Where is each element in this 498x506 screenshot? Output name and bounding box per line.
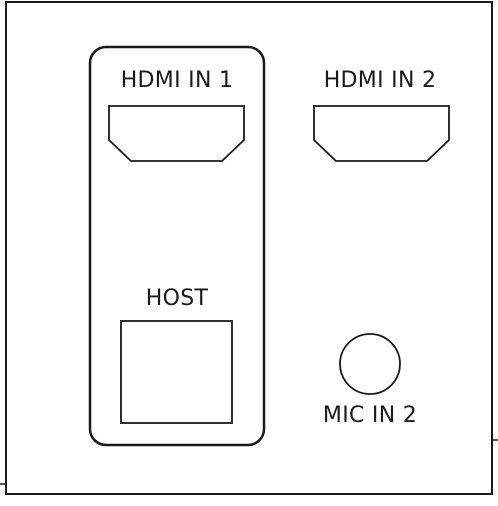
port-group-box: [88, 45, 266, 447]
mic-in-2-jack-icon: [339, 333, 401, 395]
host-label: HOST: [145, 286, 209, 311]
mic-in-2-label: MIC IN 2: [322, 403, 418, 428]
hdmi-in-1-port-icon: [108, 105, 245, 162]
hdmi-in-2-label: HDMI IN 2: [323, 68, 437, 93]
hdmi-in-2-port-icon: [313, 105, 450, 162]
hdmi-in-1-label: HDMI IN 1: [120, 68, 234, 93]
host-port-icon: [120, 320, 233, 424]
panel-frame: [5, 1, 493, 495]
